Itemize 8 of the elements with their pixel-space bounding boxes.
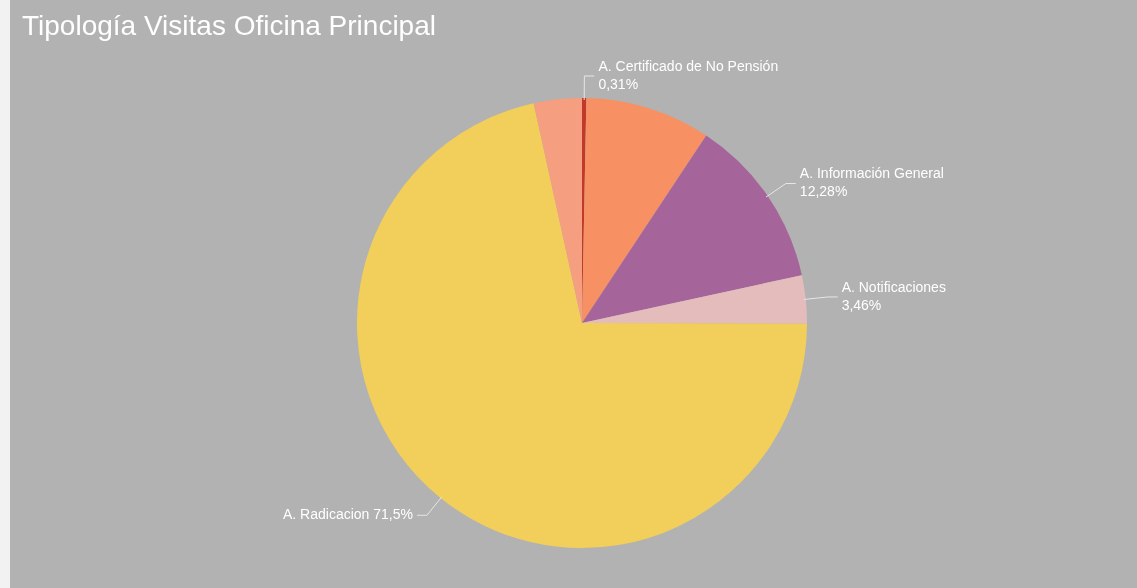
chart-title: Tipología Visitas Oficina Principal	[22, 10, 436, 42]
slice-label: A. Notificaciones	[841, 278, 946, 295]
data-label: 3,46%	[841, 296, 882, 313]
slice-label: A. Información General	[799, 165, 944, 182]
slice-label: A. Certificado de No Pensión	[598, 57, 779, 74]
data-label: 12,28%	[799, 183, 848, 200]
slice-label: A. Radicacion 71,5%	[282, 506, 413, 523]
data-label: 0,31%	[598, 75, 639, 92]
